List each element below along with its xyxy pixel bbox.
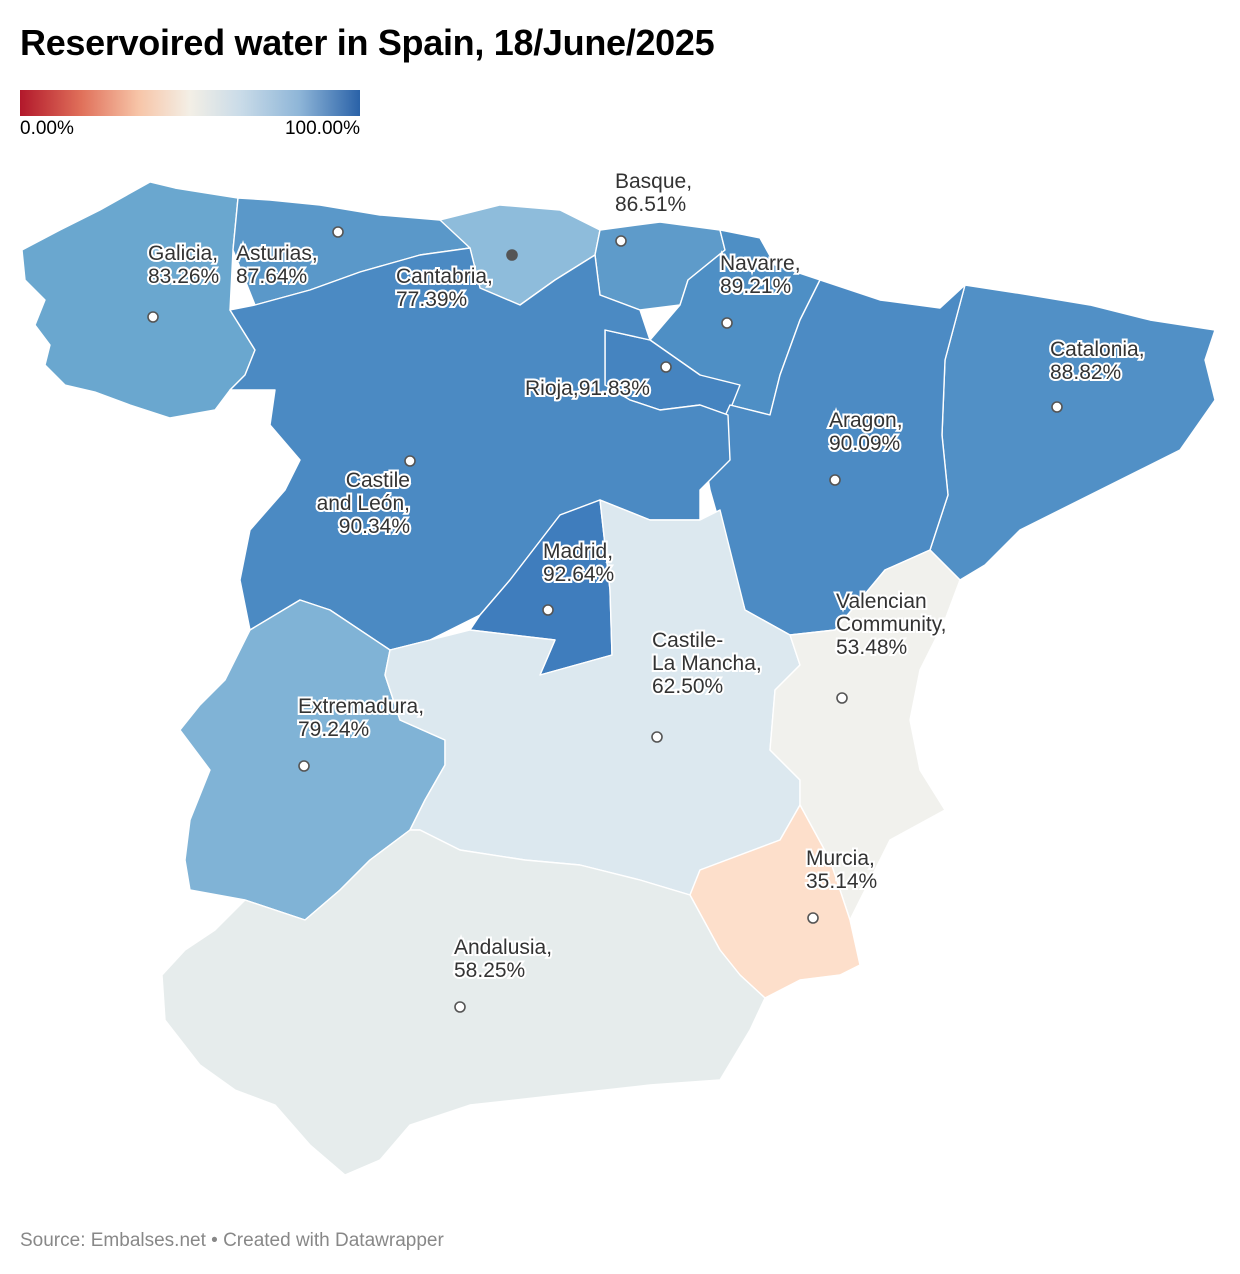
marker-madrid	[542, 604, 554, 616]
source-note: Source: Embalses.net • Created with Data…	[20, 1230, 444, 1251]
label-asturias: Asturias, 87.64%	[236, 242, 318, 288]
marker-cantabria	[506, 249, 518, 261]
label-line: Murcia,	[806, 847, 875, 870]
label-line: 83.26%	[148, 265, 219, 288]
label-line: Navarre,	[720, 252, 801, 275]
label-andalusia: Andalusia, 58.25%	[454, 936, 552, 982]
label-basque: Basque, 86.51%	[615, 170, 692, 216]
map-svg: Galicia, 83.26%Asturias, 87.64% Cantabria, 7…	[21, 168, 1216, 1176]
map-title: Reservoired water in Spain, 18/June/2025	[20, 22, 715, 63]
label-line: 58.25%	[454, 959, 525, 982]
marker-castile-leon	[404, 455, 416, 467]
marker-navarre	[721, 317, 733, 329]
label-line: Castile-	[652, 629, 723, 652]
label-line: Rioja,91.83%	[525, 377, 650, 400]
marker-murcia	[807, 912, 819, 924]
marker-galicia	[147, 311, 159, 323]
label-line: Valencian	[836, 590, 927, 613]
marker-extremadura	[298, 760, 310, 772]
marker-basque	[615, 235, 627, 247]
spain-choropleth-map: Galicia, 83.26% Asturias, 87.64% Cantabria, 7…	[0, 160, 1240, 1220]
marker-aragon	[829, 474, 841, 486]
label-line: Aragon,	[829, 409, 903, 432]
marker-catalonia	[1051, 401, 1063, 413]
legend-max-label: 100.00%	[284, 118, 360, 139]
label-murcia: Murcia, 35.14%	[806, 847, 877, 893]
label-line: Extremadura,	[298, 695, 424, 718]
marker-valencian	[836, 692, 848, 704]
label-line: 53.48%	[836, 636, 907, 659]
label-line: 90.34%	[339, 515, 410, 538]
label-line: Andalusia,	[454, 936, 552, 959]
marker-andalusia	[454, 1001, 466, 1013]
label-line: La Mancha,	[652, 652, 762, 675]
marker-asturias	[332, 226, 344, 238]
label-line: 92.64%	[543, 563, 614, 586]
label-line: 62.50%	[652, 675, 723, 698]
label-catalonia: Catalonia, 88.82%	[1050, 338, 1145, 384]
region-galicia[interactable]	[21, 181, 256, 419]
label-valencian: Valencian Community, 53.48%	[836, 590, 946, 659]
region-catalonia[interactable]	[929, 284, 1216, 581]
marker-castile-la-mancha	[651, 731, 663, 743]
legend-min-label: 0.00%	[20, 118, 74, 139]
marker-rioja	[660, 361, 672, 373]
label-line: Castile	[346, 469, 410, 492]
label-cantabria: Cantabria, 77.39%	[396, 265, 493, 311]
label-galicia: Galicia, 83.26%	[148, 242, 219, 288]
label-line: Catalonia,	[1050, 338, 1145, 361]
label-extremadura: Extremadura, 79.24%	[298, 695, 424, 741]
label-aragon: Aragon, 90.09%	[829, 409, 903, 455]
label-madrid: Madrid, 92.64%	[543, 540, 614, 586]
label-castile-leon: Castile and León, 90.34%	[317, 469, 410, 538]
label-line: Cantabria,	[396, 265, 493, 288]
label-line: 79.24%	[298, 718, 369, 741]
region-valencian[interactable]	[769, 549, 961, 921]
label-line: Galicia,	[148, 242, 218, 265]
label-line: 90.09%	[829, 432, 900, 455]
label-navarre: Navarre, 89.21%	[720, 252, 801, 298]
label-line: Madrid,	[543, 540, 613, 563]
label-line: 89.21%	[720, 275, 791, 298]
label-line: and León,	[317, 492, 410, 515]
label-rioja: Rioja,91.83%	[525, 377, 650, 400]
label-line: 86.51%	[615, 193, 686, 216]
label-castile-la-mancha: Castile-La Mancha, 62.50%	[652, 629, 762, 698]
label-line: Community,	[836, 613, 946, 636]
legend-gradient-bar	[20, 90, 360, 116]
color-legend: 0.00% 100.00%	[20, 90, 360, 140]
label-line: Basque,	[615, 170, 692, 193]
label-line: 77.39%	[396, 288, 467, 311]
label-line: 87.64%	[236, 265, 307, 288]
label-line: Asturias,	[236, 242, 318, 265]
label-line: 35.14%	[806, 870, 877, 893]
label-line: 88.82%	[1050, 361, 1121, 384]
